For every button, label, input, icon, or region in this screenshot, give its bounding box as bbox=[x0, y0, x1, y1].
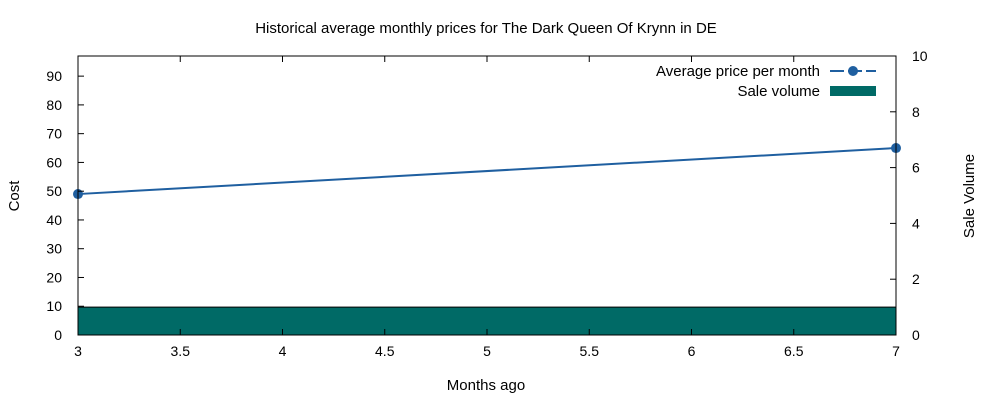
x-tick-label: 3.5 bbox=[171, 343, 191, 359]
y2-tick-label: 2 bbox=[912, 271, 920, 287]
y-tick-label: 30 bbox=[46, 241, 62, 257]
y2-tick-label: 4 bbox=[912, 215, 920, 231]
x-tick-label: 4 bbox=[279, 343, 287, 359]
legend-label-price: Average price per month bbox=[656, 63, 820, 80]
price-line-layer bbox=[73, 143, 901, 200]
y-tick-label: 90 bbox=[46, 68, 62, 84]
x-tick-label: 6.5 bbox=[784, 343, 804, 359]
y-tick-label: 50 bbox=[46, 183, 62, 199]
chart-title: Historical average monthly prices for Th… bbox=[255, 20, 717, 37]
y2-tick-label: 8 bbox=[912, 104, 920, 120]
tick-labels: 3 3.5 4 4.5 5 5.5 6 6.5 701020304050607080900246… bbox=[46, 48, 927, 359]
y2-axis-title: Sale Volume bbox=[961, 154, 978, 238]
x-tick-label: 5 bbox=[483, 343, 491, 359]
legend-key-volume bbox=[830, 86, 876, 96]
axes-frame bbox=[77, 55, 897, 336]
y-axis-title: Cost bbox=[6, 180, 23, 212]
legend: Average price per month Sale volume bbox=[656, 63, 876, 100]
x-tick-label: 3 bbox=[74, 343, 82, 359]
x-tick-label: 4.5 bbox=[375, 343, 395, 359]
y-tick-label: 80 bbox=[46, 97, 62, 113]
y-tick-label: 60 bbox=[46, 154, 62, 170]
y2-tick-label: 10 bbox=[912, 48, 928, 64]
legend-label-volume: Sale volume bbox=[737, 83, 820, 100]
x-axis-title: Months ago bbox=[447, 377, 525, 394]
x-tick-label: 6 bbox=[688, 343, 696, 359]
y-tick-label: 10 bbox=[46, 298, 62, 314]
y-tick-label: 40 bbox=[46, 212, 62, 228]
legend-key-price-marker bbox=[848, 66, 858, 76]
x-tick-label: 5.5 bbox=[580, 343, 600, 359]
y2-tick-label: 6 bbox=[912, 160, 920, 176]
y-tick-label: 0 bbox=[54, 327, 62, 343]
price-line bbox=[77, 147, 897, 196]
x-tick-label: 7 bbox=[892, 343, 900, 359]
y2-tick-label: 0 bbox=[912, 327, 920, 343]
y-tick-label: 70 bbox=[46, 126, 62, 142]
y-tick-label: 20 bbox=[46, 269, 62, 285]
